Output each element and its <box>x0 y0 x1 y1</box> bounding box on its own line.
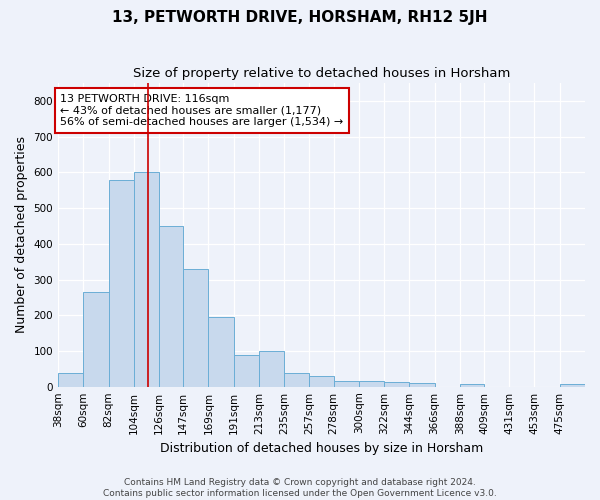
Bar <box>384 382 409 386</box>
Text: Contains HM Land Registry data © Crown copyright and database right 2024.
Contai: Contains HM Land Registry data © Crown c… <box>103 478 497 498</box>
Bar <box>159 226 183 386</box>
Bar <box>284 373 310 386</box>
Bar <box>409 383 434 386</box>
Bar <box>183 269 208 386</box>
Y-axis label: Number of detached properties: Number of detached properties <box>15 136 28 334</box>
Bar <box>134 172 159 386</box>
Bar <box>359 381 384 386</box>
Bar <box>560 384 585 386</box>
Title: Size of property relative to detached houses in Horsham: Size of property relative to detached ho… <box>133 68 510 80</box>
Bar <box>259 351 284 386</box>
Bar <box>460 384 484 386</box>
Bar <box>208 317 233 386</box>
Bar <box>109 180 134 386</box>
Bar <box>58 374 83 386</box>
Bar <box>310 376 334 386</box>
Bar <box>83 292 109 386</box>
Text: 13, PETWORTH DRIVE, HORSHAM, RH12 5JH: 13, PETWORTH DRIVE, HORSHAM, RH12 5JH <box>112 10 488 25</box>
Text: 13 PETWORTH DRIVE: 116sqm
← 43% of detached houses are smaller (1,177)
56% of se: 13 PETWORTH DRIVE: 116sqm ← 43% of detac… <box>61 94 344 127</box>
Bar <box>233 355 259 386</box>
Bar <box>334 382 359 386</box>
X-axis label: Distribution of detached houses by size in Horsham: Distribution of detached houses by size … <box>160 442 483 455</box>
